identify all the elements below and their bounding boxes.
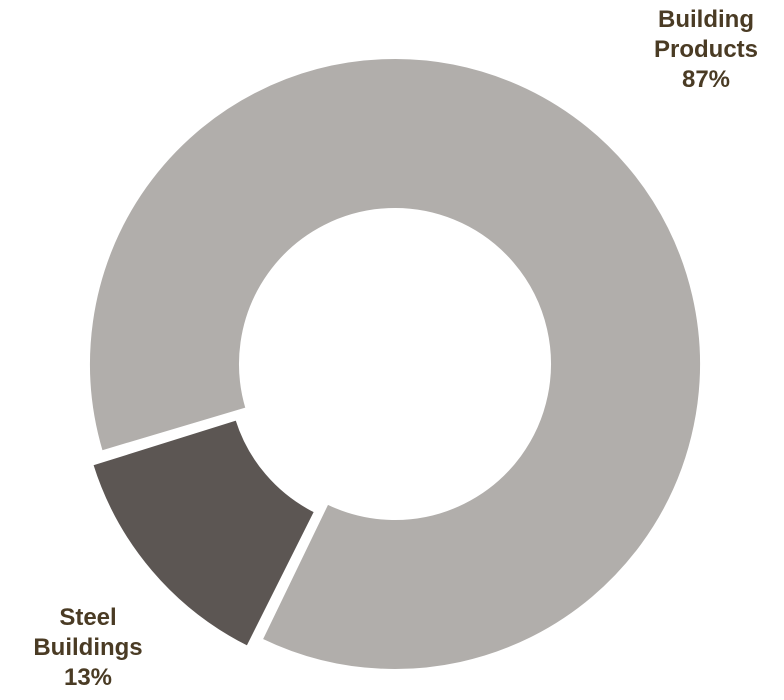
slice-label-building-products: Building Products 87%	[630, 5, 782, 95]
slice-label-steel-buildings: Steel Buildings 13%	[8, 603, 168, 693]
donut-slice-building-products	[88, 57, 702, 671]
slice-label-building-products-line2: Products	[653, 36, 758, 63]
slice-label-building-products-line1: Building	[658, 6, 754, 33]
slice-label-steel-buildings-line1: Steel	[59, 604, 117, 631]
donut-slice-steel-buildings	[91, 418, 317, 649]
slice-value-building-products: 87%	[681, 66, 731, 93]
donut-slices	[88, 57, 702, 671]
slice-value-steel-buildings: 13%	[63, 664, 113, 691]
slice-label-steel-buildings-line2: Buildings	[33, 634, 143, 661]
